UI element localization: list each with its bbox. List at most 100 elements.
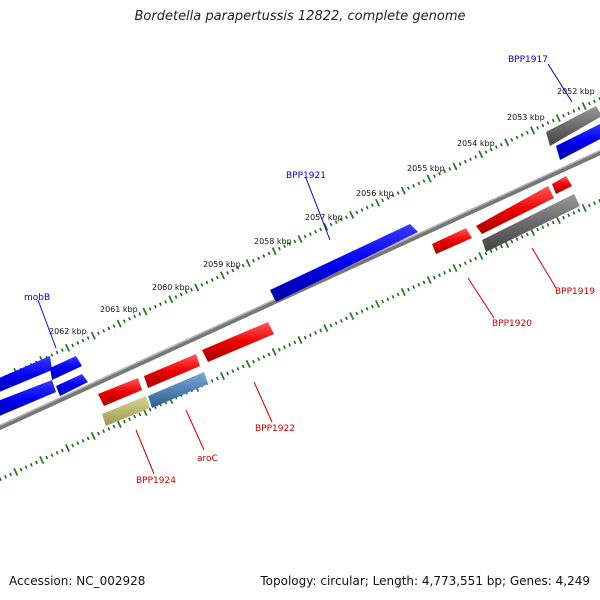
gene-feature[interactable] xyxy=(50,356,82,380)
minor-tick xyxy=(438,273,441,278)
minor-tick xyxy=(396,292,400,297)
major-tick xyxy=(426,174,432,183)
minor-tick xyxy=(546,222,550,227)
minor-tick xyxy=(463,261,467,266)
gene-feature[interactable] xyxy=(56,374,88,396)
minor-tick xyxy=(391,193,395,198)
scale-label: 2061 kbp xyxy=(100,305,138,314)
gene-feature[interactable] xyxy=(432,228,472,254)
major-tick xyxy=(323,222,329,231)
gene-feature[interactable] xyxy=(552,176,572,194)
minor-tick xyxy=(231,369,235,374)
minor-tick xyxy=(448,268,452,273)
minor-tick xyxy=(226,371,230,376)
minor-tick xyxy=(458,263,462,268)
gene-feature[interactable] xyxy=(148,372,208,408)
map-title: Bordetella parapertussis 12822, complete… xyxy=(134,9,466,24)
minor-tick xyxy=(546,121,550,125)
major-tick xyxy=(297,235,303,243)
minor-tick xyxy=(525,232,529,237)
minor-tick xyxy=(412,285,416,290)
minor-tick xyxy=(241,263,245,268)
gene-feature[interactable] xyxy=(102,396,150,426)
major-tick xyxy=(116,420,122,428)
major-tick xyxy=(219,271,226,280)
minor-tick xyxy=(432,275,436,280)
gene-label[interactable]: BPP1924 xyxy=(136,476,176,486)
minor-tick xyxy=(262,254,266,258)
minor-tick xyxy=(24,465,28,470)
minor-tick xyxy=(283,345,286,350)
gene-feature[interactable] xyxy=(476,186,554,234)
minor-tick xyxy=(432,174,436,178)
minor-tick xyxy=(308,232,312,236)
gene-label[interactable]: aroC xyxy=(197,454,218,464)
gene-label[interactable]: BPP1921 xyxy=(286,171,326,181)
gene-label[interactable]: BPP1919 xyxy=(555,287,595,297)
major-tick xyxy=(581,102,587,111)
gene-feature[interactable] xyxy=(0,380,56,420)
scale-label: 2057 kbp xyxy=(305,213,343,222)
minor-tick xyxy=(339,217,343,222)
minor-tick xyxy=(71,443,75,448)
inner-tick-track xyxy=(0,198,600,482)
minor-tick xyxy=(484,150,488,154)
minor-tick xyxy=(360,309,364,314)
minor-tick xyxy=(422,179,426,183)
minor-tick xyxy=(303,234,307,239)
minor-tick xyxy=(159,302,162,307)
minor-tick xyxy=(525,130,529,135)
gene-feature[interactable] xyxy=(546,106,600,146)
scale-label: 2062 kbp xyxy=(49,327,87,336)
minor-tick xyxy=(345,316,348,321)
major-tick xyxy=(349,312,355,320)
gene-label[interactable]: BPP1917 xyxy=(508,55,548,65)
minor-tick xyxy=(148,407,152,412)
minor-tick xyxy=(35,460,38,465)
minor-tick xyxy=(577,208,581,213)
minor-tick xyxy=(443,169,447,174)
minor-tick xyxy=(474,256,478,261)
major-tick xyxy=(374,300,381,308)
minor-tick xyxy=(133,414,137,419)
gene-feature[interactable] xyxy=(482,194,580,252)
minor-tick xyxy=(76,341,80,345)
minor-tick xyxy=(308,333,312,338)
gene-feature[interactable] xyxy=(144,354,200,388)
minor-tick xyxy=(572,210,576,215)
minor-tick xyxy=(81,338,85,343)
gene-label[interactable]: BPP1922 xyxy=(255,424,295,434)
minor-tick xyxy=(164,300,168,304)
minor-tick xyxy=(236,266,240,270)
major-tick xyxy=(245,360,251,368)
gene-feature[interactable] xyxy=(556,122,600,160)
minor-tick xyxy=(407,287,410,292)
minor-tick xyxy=(112,424,116,429)
gene-label[interactable]: BPP1920 xyxy=(492,319,532,329)
gene-labels: BPP1917 BPP1921 mobB BPP1919 BPP1920 BPP… xyxy=(24,55,595,486)
minor-tick xyxy=(339,318,343,323)
minor-tick xyxy=(303,335,307,340)
minor-tick xyxy=(190,287,193,292)
minor-tick xyxy=(360,208,364,212)
gene-feature[interactable] xyxy=(270,224,418,302)
minor-tick xyxy=(9,472,13,477)
gene-feature[interactable] xyxy=(202,322,274,362)
minor-tick xyxy=(50,353,54,357)
minor-tick xyxy=(562,113,565,118)
gene-feature[interactable] xyxy=(0,356,52,396)
minor-tick xyxy=(319,328,323,333)
minor-tick xyxy=(500,142,503,147)
gene-label[interactable]: mobB xyxy=(24,293,50,303)
gene-feature[interactable] xyxy=(98,378,142,406)
minor-tick xyxy=(329,222,333,227)
minor-tick xyxy=(257,357,261,362)
minor-tick xyxy=(572,109,576,113)
major-tick xyxy=(271,348,277,356)
minor-tick xyxy=(153,304,157,309)
minor-tick xyxy=(355,311,359,316)
minor-tick xyxy=(448,167,452,171)
minor-tick xyxy=(71,343,75,348)
major-tick xyxy=(194,283,200,292)
